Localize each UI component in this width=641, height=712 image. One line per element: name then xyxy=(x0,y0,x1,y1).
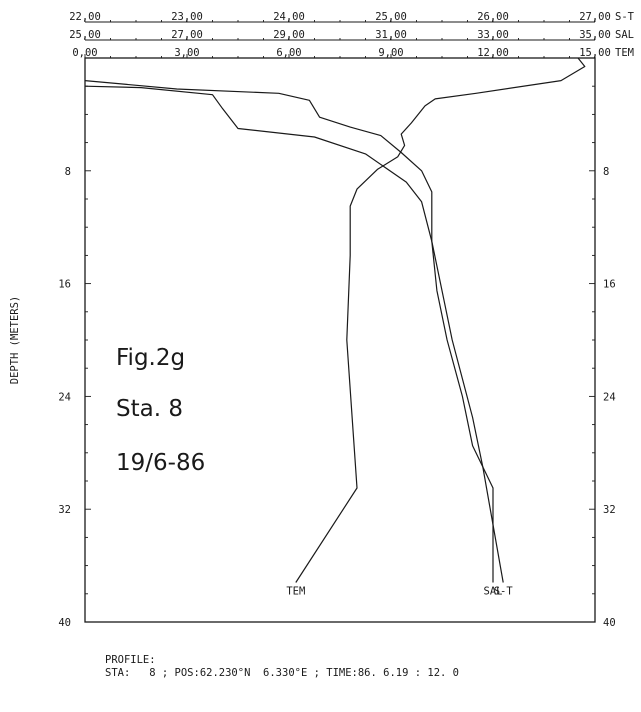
y-tick-label-left: 16 xyxy=(58,279,71,291)
profile-heading: PROFILE: xyxy=(105,654,156,666)
annotation-station: Sta. 8 xyxy=(116,396,183,422)
y-tick-label-right: 16 xyxy=(603,279,616,291)
top-axis-name-s-t: S-T xyxy=(615,11,635,23)
top-axis-tick-label: 26,00 xyxy=(477,11,509,23)
plot-frame xyxy=(85,58,595,622)
top-axis-tick-label: 15,00 xyxy=(579,47,611,59)
top-axis-tick-label: 9,00 xyxy=(378,47,403,59)
top-axis-tick-label: 12,00 xyxy=(477,47,509,59)
top-axis-name-sal: SAL xyxy=(615,29,634,41)
top-axis-tick-label: 22,00 xyxy=(69,11,101,23)
top-axis-tick-label: 35,00 xyxy=(579,29,611,41)
series-label-tem: TEM xyxy=(286,586,305,598)
top-axis-tick-label: 33,00 xyxy=(477,29,509,41)
top-axis-tick-label: 6,00 xyxy=(276,47,301,59)
series-line-sal xyxy=(85,86,493,582)
y-tick-label-right: 24 xyxy=(603,391,616,403)
series-label-sal: SAL xyxy=(484,586,503,598)
y-tick-label-right: 8 xyxy=(603,166,609,178)
series-line-s-t xyxy=(85,81,503,583)
annotation-figure: Fig.2g xyxy=(116,345,185,371)
top-axis-tick-label: 24,00 xyxy=(273,11,305,23)
top-axis-tick-label: 29,00 xyxy=(273,29,305,41)
top-axis-tick-label: 0,00 xyxy=(72,47,97,59)
top-axis-name-tem: TEM xyxy=(615,47,634,59)
y-tick-label-right: 32 xyxy=(603,504,616,516)
top-axis-tick-label: 25,00 xyxy=(69,29,101,41)
top-axis-tick-label: 23,00 xyxy=(171,11,203,23)
annotation-date: 19/6-86 xyxy=(116,450,205,476)
top-axis-tick-label: 25,00 xyxy=(375,11,407,23)
series-line-tem xyxy=(296,58,585,583)
y-tick-label-left: 40 xyxy=(58,617,71,629)
top-axis-tick-label: 3,00 xyxy=(174,47,199,59)
y-axis-label: DEPTH (METERS) xyxy=(9,296,21,385)
top-axis-tick-label: 27,00 xyxy=(579,11,611,23)
profile-station-line: STA: 8 ; POS:62.230°N 6.330°E ; TIME:86.… xyxy=(105,667,459,679)
y-tick-label-left: 32 xyxy=(58,504,71,516)
top-axis-tick-label: 27,00 xyxy=(171,29,203,41)
top-axis-tick-label: 31,00 xyxy=(375,29,407,41)
y-tick-label-left: 24 xyxy=(58,391,71,403)
y-tick-label-right: 40 xyxy=(603,617,616,629)
y-tick-label-left: 8 xyxy=(65,166,71,178)
